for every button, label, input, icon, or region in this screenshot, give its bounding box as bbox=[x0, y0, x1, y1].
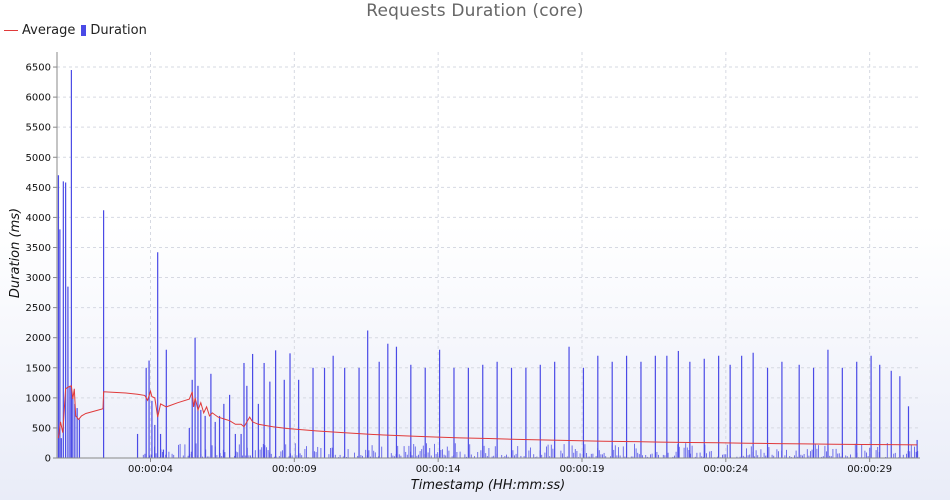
legend: Average Duration bbox=[4, 23, 153, 38]
y-tick-label: 2000 bbox=[26, 333, 51, 344]
y-axis-title: Duration (ms) bbox=[8, 208, 23, 298]
y-tick-label: 1500 bbox=[26, 363, 51, 374]
y-tick-label: 0 bbox=[45, 454, 51, 465]
legend-bar-swatch bbox=[81, 25, 87, 36]
y-tick-label: 2500 bbox=[26, 303, 51, 314]
y-tick-label: 1000 bbox=[26, 393, 51, 404]
average-line bbox=[57, 385, 918, 446]
chart-title: Requests Duration (core) bbox=[366, 1, 584, 21]
y-tick-label: 5500 bbox=[26, 123, 51, 134]
legend-label-duration: Duration bbox=[90, 23, 147, 38]
grid bbox=[57, 52, 920, 459]
legend-item-average[interactable]: Average bbox=[4, 23, 75, 38]
x-tick-label: 00:00:19 bbox=[560, 464, 605, 475]
y-tick-label: 5000 bbox=[26, 153, 51, 164]
legend-line-swatch bbox=[4, 30, 18, 31]
legend-item-duration[interactable]: Duration bbox=[81, 23, 147, 38]
average-series bbox=[57, 385, 918, 446]
x-axis-title: Timestamp (HH:mm:ss) bbox=[411, 478, 565, 493]
y-tick-label: 4500 bbox=[26, 183, 51, 194]
x-tick-label: 00:00:14 bbox=[416, 464, 461, 475]
x-tick-label: 00:00:24 bbox=[703, 464, 748, 475]
y-tick-label: 6500 bbox=[26, 63, 51, 74]
y-tick-label: 4000 bbox=[26, 213, 51, 224]
x-tick-label: 00:00:09 bbox=[272, 464, 317, 475]
y-tick-label: 6000 bbox=[26, 93, 51, 104]
duration-bars bbox=[57, 70, 919, 458]
legend-label-average: Average bbox=[22, 23, 76, 38]
y-tick-label: 3000 bbox=[26, 273, 51, 284]
x-tick-label: 00:00:04 bbox=[128, 464, 173, 475]
y-tick-label: 500 bbox=[32, 423, 51, 434]
x-tick-label: 00:00:29 bbox=[847, 464, 892, 475]
y-tick-label: 3500 bbox=[26, 243, 51, 254]
axes: 0 500 1000 1500 2000 2500 3000 3500 4000 4500 5000… bbox=[26, 52, 920, 475]
